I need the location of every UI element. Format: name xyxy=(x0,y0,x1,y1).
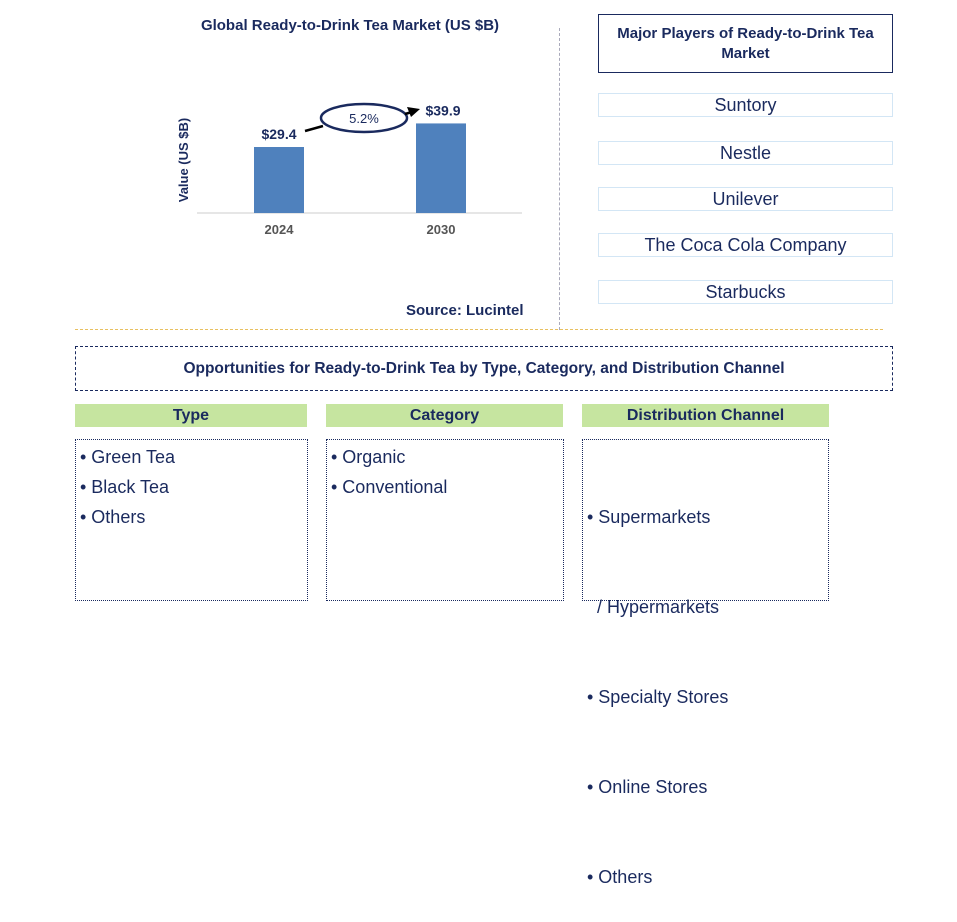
opportunities-title: Opportunities for Ready-to-Drink Tea by … xyxy=(75,346,893,391)
bar-2030 xyxy=(416,123,466,213)
cagr-label: 5.2% xyxy=(349,111,379,126)
list-item: • Others xyxy=(587,867,653,887)
data-label: $39.9 xyxy=(425,102,460,118)
player-item: The Coca Cola Company xyxy=(598,233,893,257)
x-tick-label: 2030 xyxy=(427,222,456,237)
list-item: • Conventional xyxy=(331,477,448,497)
category-list: • Organic • Conventional xyxy=(326,439,564,601)
category-header: Category xyxy=(326,404,563,427)
list-item: / Hypermarkets xyxy=(587,597,720,617)
y-axis-label: Value (US $B) xyxy=(176,118,191,203)
type-header: Type xyxy=(75,404,307,427)
list-item: • Others xyxy=(80,507,146,527)
source-label: Source: Lucintel xyxy=(406,302,524,319)
bar-chart: Value (US $B) $29.4 2024 $39.9 2030 5.2% xyxy=(176,102,522,237)
list-item: • Green Tea xyxy=(80,447,176,467)
cagr-ellipse xyxy=(319,102,409,134)
players-title: Major Players of Ready-to-Drink Tea Mark… xyxy=(598,14,893,73)
horizontal-divider xyxy=(75,329,883,330)
distribution-list: • Supermarkets / Hypermarkets • Specialt… xyxy=(582,439,829,887)
list-item: • Organic xyxy=(331,447,406,467)
arrow-head-icon xyxy=(407,107,420,117)
list-item: • Specialty Stores xyxy=(587,687,729,707)
x-tick-label: 2024 xyxy=(265,222,295,237)
vertical-divider xyxy=(559,28,560,330)
list-item: • Online Stores xyxy=(587,777,708,797)
chart-title: Global Ready-to-Drink Tea Market (US $B) xyxy=(200,17,500,34)
distribution-header: Distribution Channel xyxy=(582,404,829,427)
player-item: Starbucks xyxy=(598,280,893,304)
type-list: • Green Tea • Black Tea • Others xyxy=(75,439,308,601)
player-item: Suntory xyxy=(598,93,893,117)
bar-2024 xyxy=(254,147,304,213)
list-item: • Supermarkets xyxy=(587,507,711,527)
list-item: • Black Tea xyxy=(80,477,170,497)
player-item: Unilever xyxy=(598,187,893,211)
growth-arrow xyxy=(304,124,324,133)
data-label: $29.4 xyxy=(261,126,296,142)
player-item: Nestle xyxy=(598,141,893,165)
